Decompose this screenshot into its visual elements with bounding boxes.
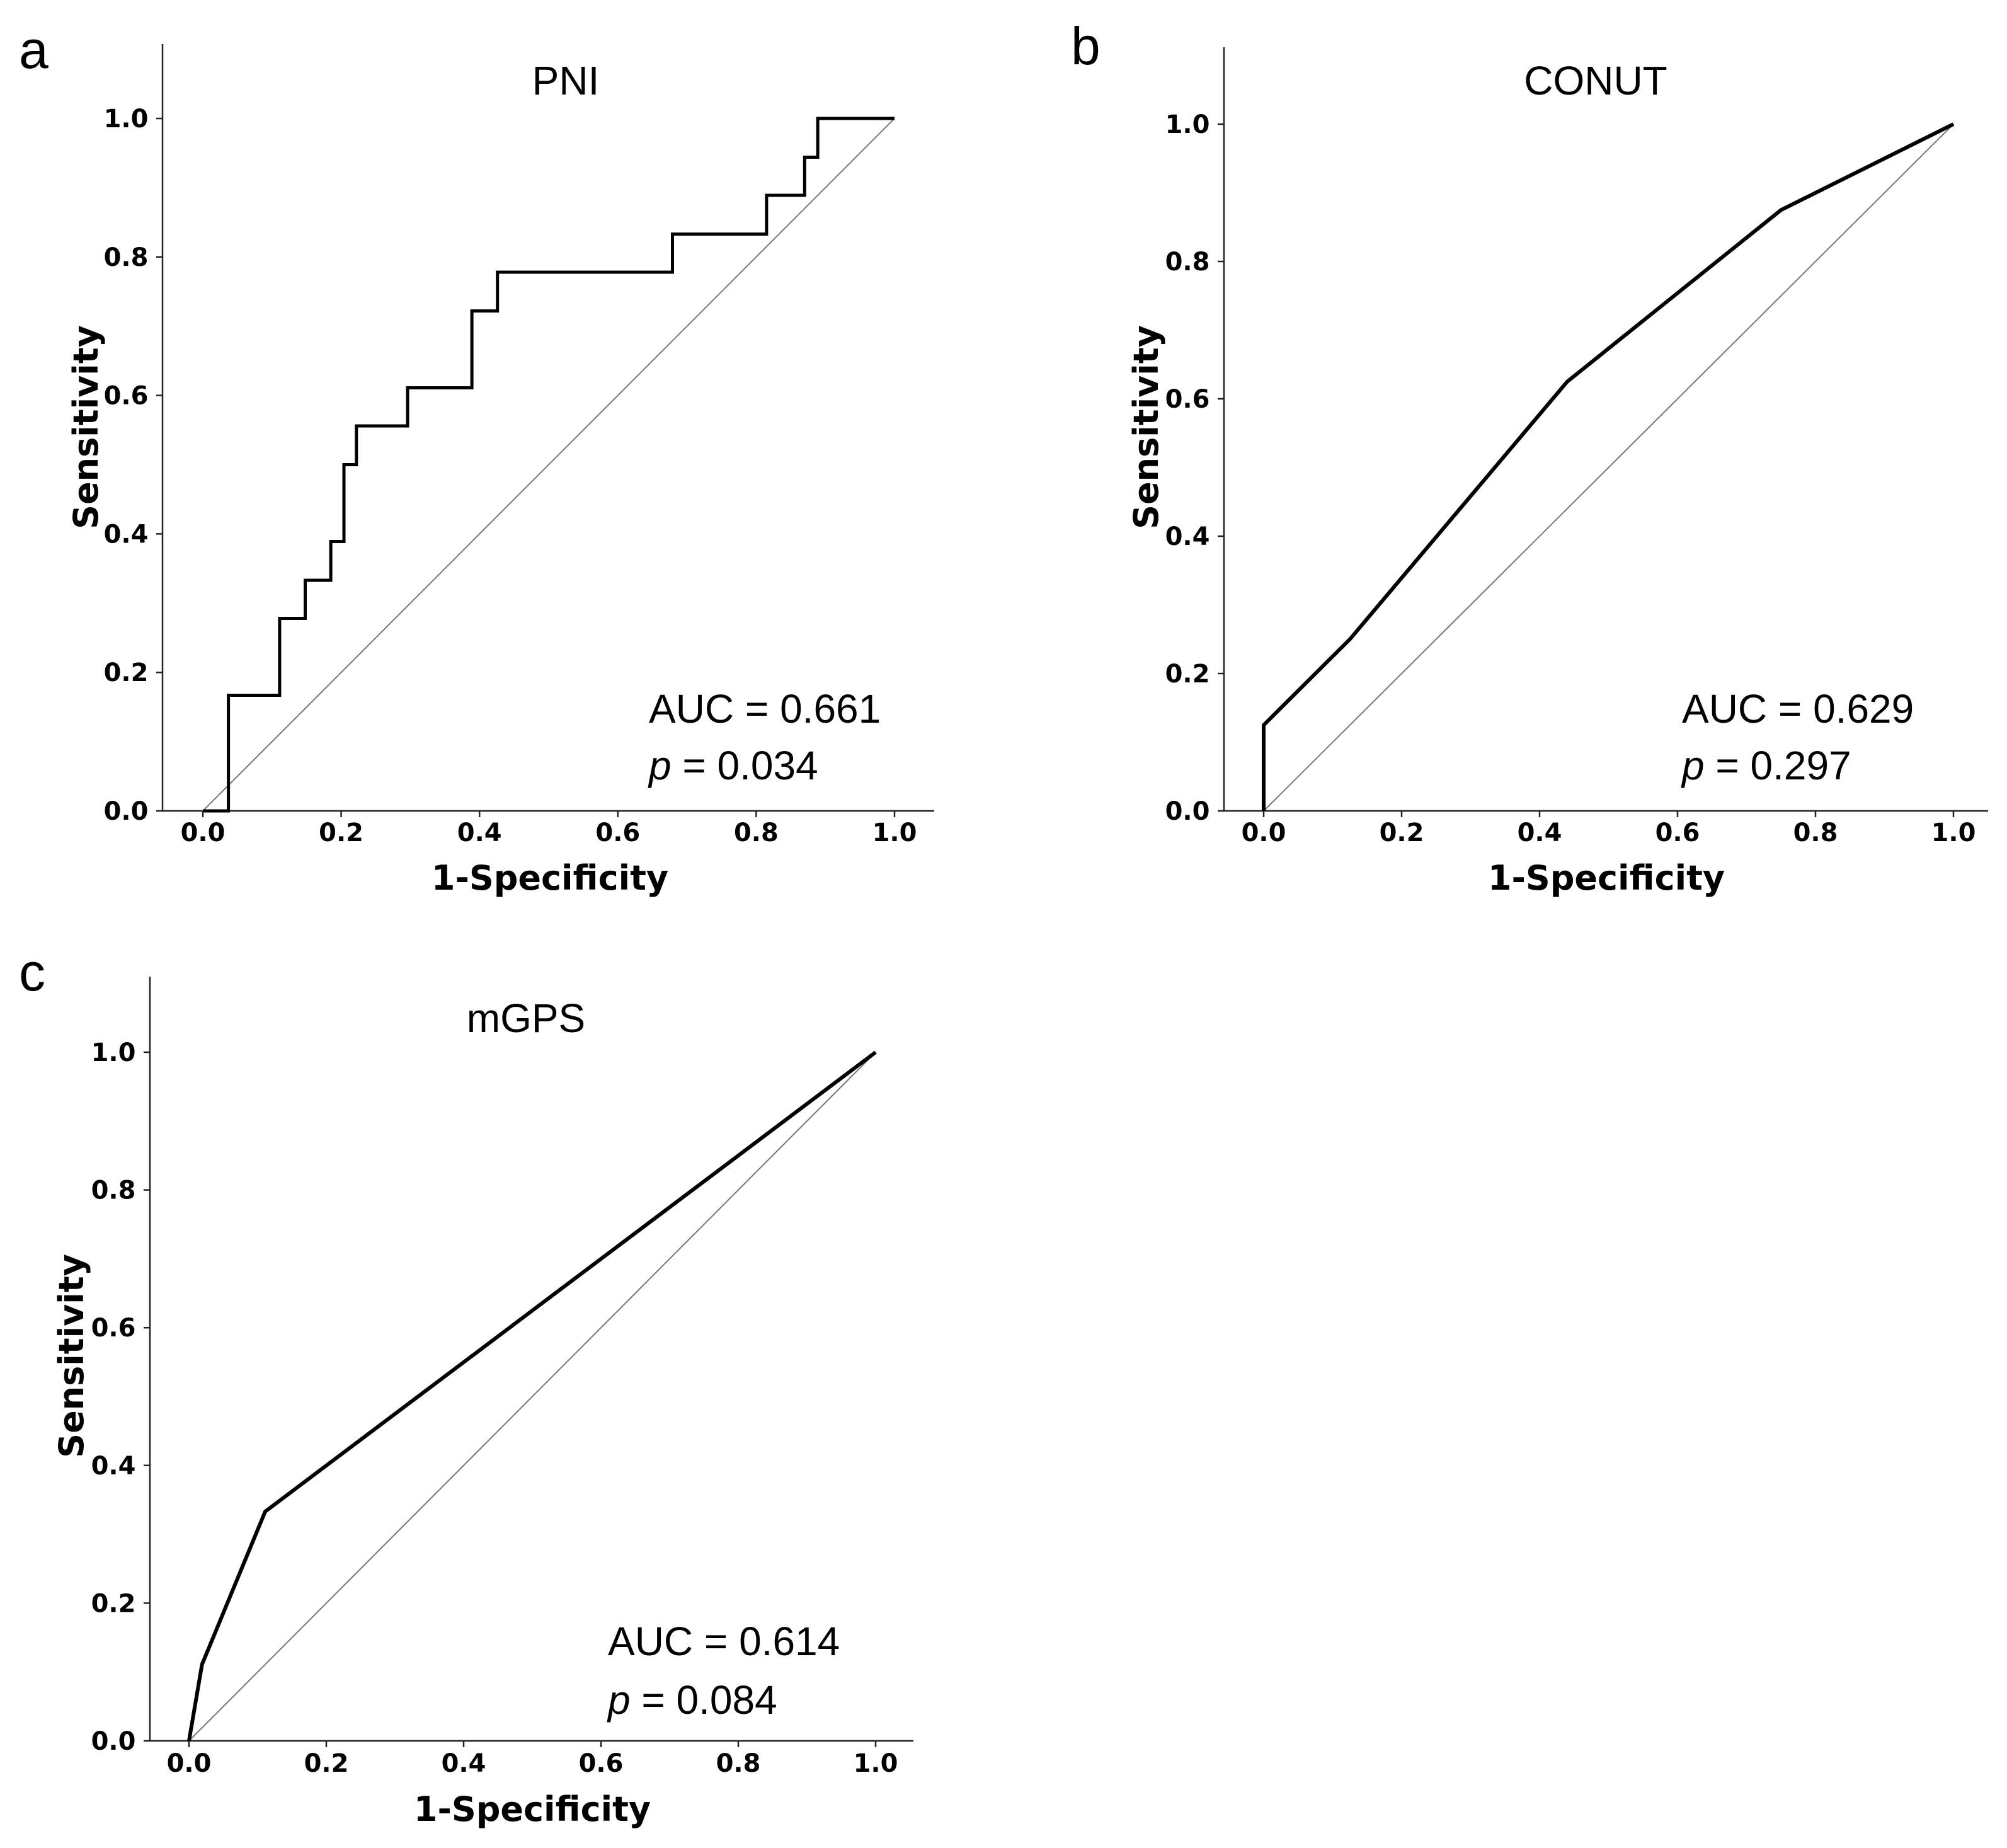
panel-a-x-tick-label: 0.0 xyxy=(181,818,226,847)
panel-c-auc-annotation: AUC = 0.614 xyxy=(608,1619,840,1664)
panel-c-y-tick-label: 0.6 xyxy=(91,1314,136,1343)
panel-letter-b: b xyxy=(1071,16,1101,76)
panel-a-x-tick-label: 0.8 xyxy=(734,818,779,847)
panel-b-x-tick-label: 1.0 xyxy=(1931,818,1976,847)
panel-c-x-tick-label: 0.2 xyxy=(304,1749,349,1778)
panel-c-reference-line xyxy=(188,1052,876,1742)
panel-b-reference-line xyxy=(1263,123,1954,812)
panel-c-p-value: = 0.084 xyxy=(631,1677,777,1723)
panel-b-y-axis-title: Sensitivity xyxy=(1126,325,1166,529)
panel-c-x-axis-title: 1-Specificity xyxy=(414,1789,651,1829)
panel-b-y-tick-label: 1.0 xyxy=(1165,110,1210,139)
panel-a-p-annotation: p = 0.034 xyxy=(648,743,818,788)
panel-b-y-ticks: 0.0 0.2 0.4 0.6 0.8 1.0 xyxy=(1165,110,1224,826)
panel-c-y-ticks: 0.0 0.2 0.4 0.6 0.8 1.0 xyxy=(91,1038,150,1756)
panel-a-y-tick-label: 1.0 xyxy=(104,105,149,134)
panel-b-x-ticks: 0.0 0.2 0.4 0.6 0.8 1.0 xyxy=(1242,811,1976,847)
panel-c-x-ticks: 0.0 0.2 0.4 0.6 0.8 1.0 xyxy=(167,1741,898,1778)
panel-a-p-value: = 0.034 xyxy=(672,743,818,788)
panel-a-y-axis-title: Sensitivity xyxy=(66,325,106,529)
panel-a-x-tick-label: 0.4 xyxy=(457,818,502,847)
panel-a-auc-annotation: AUC = 0.661 xyxy=(649,686,881,732)
panel-b-y-tick-label: 0.4 xyxy=(1165,522,1210,551)
panel-b-conut: b CONUT 0.0 0.2 0.4 0.6 0.8 1.0 0.00.20.40.60… xyxy=(1071,16,1988,898)
panel-c-y-tick-label: 0.8 xyxy=(91,1176,136,1205)
panel-a-x-ticks: 0.0 0.2 0.4 0.6 0.8 1.0 xyxy=(181,811,917,847)
panel-letter-a: a xyxy=(19,20,49,79)
panel-a-p-symbol: p xyxy=(648,743,672,788)
panel-c-y-tick-label: 1.0 xyxy=(91,1038,136,1067)
panel-c-x-tick-label: 0.0 xyxy=(167,1749,212,1778)
panel-a-x-tick-label: 0.6 xyxy=(595,818,640,847)
panel-c-title: mGPS xyxy=(467,996,585,1041)
panel-b-roc-curve xyxy=(1262,122,1955,811)
panel-c-y-tick-label: 0.2 xyxy=(91,1589,136,1618)
panel-c-x-tick-label: 0.6 xyxy=(579,1749,624,1778)
panel-a-y-ticks: 0.0 0.2 0.4 0.6 0.8 1.0 xyxy=(104,105,163,826)
panel-b-auc-annotation: AUC = 0.629 xyxy=(1682,686,1914,732)
panel-a-x-tick-label: 1.0 xyxy=(872,818,917,847)
panel-b-y-tick-label: 0.6 xyxy=(1165,385,1210,414)
panel-b-x-axis-title: 1-Specificity xyxy=(1488,858,1725,898)
panel-b-y-tick-label: 0.8 xyxy=(1165,248,1210,277)
panel-a-reference-line xyxy=(202,118,895,812)
panel-b-x-tick-label: 0.2 xyxy=(1380,818,1424,847)
panel-a-x-tick-label: 0.2 xyxy=(319,818,363,847)
panel-a-roc-curve xyxy=(203,117,895,813)
panel-b-p-annotation: p = 0.297 xyxy=(1681,743,1851,788)
panel-b-x-tick-label: 0.6 xyxy=(1655,818,1700,847)
panel-b-y-tick-label: 0.0 xyxy=(1165,797,1210,826)
panel-c-mgps: c mGPS 0.0 0.2 0.4 0.6 0.8 1.0 0.00.20.40.60.… xyxy=(19,943,913,1829)
panel-a-y-tick-label: 0.2 xyxy=(104,658,149,687)
panel-c-y-axis-title: Sensitivity xyxy=(52,1254,91,1458)
panel-c-x-tick-label: 0.8 xyxy=(716,1749,761,1778)
panel-b-x-tick-label: 0.4 xyxy=(1518,818,1562,847)
panel-c-p-symbol: p xyxy=(607,1677,631,1723)
panel-c-x-tick-label: 0.4 xyxy=(442,1749,486,1778)
panel-letter-c: c xyxy=(19,943,45,1002)
panel-b-x-tick-label: 0.0 xyxy=(1242,818,1286,847)
panel-c-roc-curve xyxy=(187,1050,877,1742)
panel-a-x-axis-title: 1-Specificity xyxy=(432,858,668,898)
panel-a-y-tick-label: 0.6 xyxy=(104,382,149,411)
panel-b-p-symbol: p xyxy=(1681,743,1705,788)
panel-c-p-annotation: p = 0.084 xyxy=(607,1677,777,1723)
panel-b-x-tick-label: 0.8 xyxy=(1793,818,1838,847)
panel-c-y-tick-label: 0.4 xyxy=(91,1452,136,1481)
panel-b-y-tick-label: 0.2 xyxy=(1165,660,1210,689)
panel-b-p-value: = 0.297 xyxy=(1705,743,1851,788)
panel-a-title: PNI xyxy=(532,58,600,103)
panel-a-y-tick-label: 0.0 xyxy=(104,797,149,826)
panel-a-y-tick-label: 0.4 xyxy=(104,520,149,549)
panel-c-x-tick-label: 1.0 xyxy=(854,1749,898,1778)
panel-a-pni: a PNI 0.0 0.2 0.4 0.6 0.8 1.0 0.0 0.2 0.4 0.6 0.8… xyxy=(19,20,934,898)
panel-b-title: CONUT xyxy=(1524,58,1667,103)
panel-a-y-tick-label: 0.8 xyxy=(104,243,149,272)
panel-c-y-tick-label: 0.0 xyxy=(91,1727,136,1756)
